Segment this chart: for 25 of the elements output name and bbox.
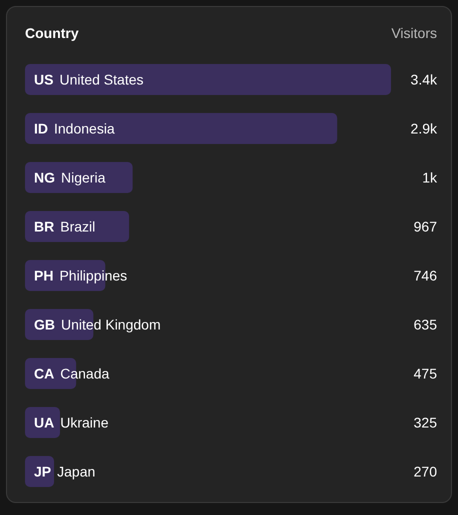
data-label: 635	[414, 316, 438, 332]
data-label: 475	[414, 366, 438, 382]
bar	[25, 162, 133, 193]
data-label: 2.9k	[410, 120, 438, 136]
data-label: 746	[414, 268, 438, 284]
y-tick-label: ID Indonesia	[34, 120, 115, 136]
data-label: 3.4k	[410, 72, 438, 88]
bar	[25, 113, 338, 144]
bar	[25, 64, 391, 95]
y-tick-label: BR Brazil	[34, 218, 96, 234]
data-label: 270	[414, 464, 438, 480]
y-tick-label: CA Canada	[34, 366, 110, 382]
x-axis-title: Visitors	[391, 25, 437, 41]
y-tick-label: NG Nigeria	[34, 170, 106, 186]
bar	[25, 211, 130, 242]
y-tick-label: GB United Kingdom	[34, 316, 161, 332]
bar	[25, 407, 60, 438]
data-label: 1k	[422, 170, 438, 186]
data-label: 967	[414, 218, 438, 234]
y-tick-label: UA Ukraine	[34, 414, 109, 430]
y-axis-title: Country	[25, 25, 79, 41]
y-tick-label: US United States	[34, 72, 144, 88]
y-tick-label: PH Philippines	[34, 268, 128, 284]
y-tick-label: JP Japan	[34, 464, 96, 480]
data-label: 325	[414, 414, 438, 430]
